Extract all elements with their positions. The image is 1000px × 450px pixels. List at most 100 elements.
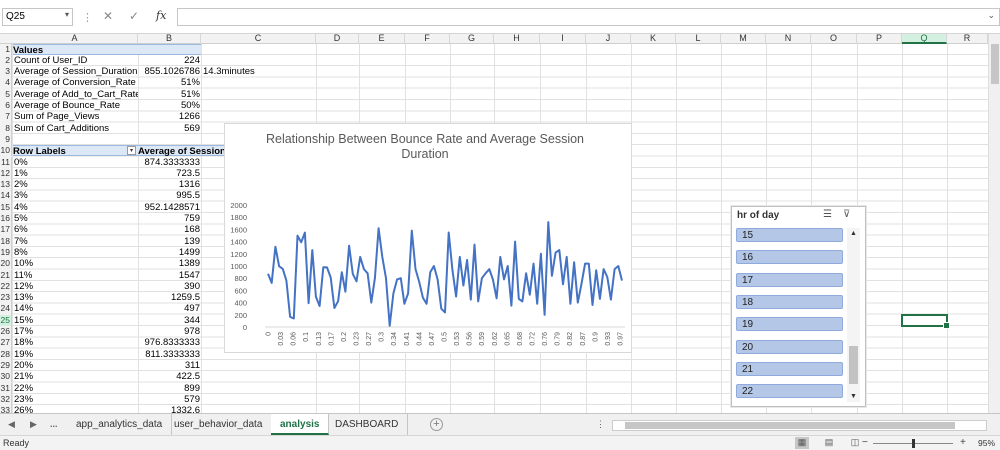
row-header-3[interactable]: 3 <box>0 66 12 78</box>
slicer-item[interactable]: 17 <box>736 272 843 287</box>
pivot-row-label[interactable]: 1% <box>14 167 28 179</box>
scroll-down-icon[interactable]: ▼ <box>850 393 857 400</box>
add-sheet-icon[interactable]: + <box>430 418 443 431</box>
row-header-26[interactable]: 26 <box>0 326 12 338</box>
row-header-23[interactable]: 23 <box>0 292 12 304</box>
pivot-row-value[interactable]: 759 <box>184 213 200 224</box>
column-header-m[interactable]: M <box>721 34 766 44</box>
row-header-24[interactable]: 24 <box>0 303 12 315</box>
name-box[interactable]: Q25 ▾ <box>2 8 73 26</box>
prev-sheet-icon[interactable]: ◀ <box>8 419 15 429</box>
pivot-row-value[interactable]: 1389 <box>178 258 200 270</box>
zoom-in-button[interactable]: + <box>960 437 966 448</box>
pivot-row-value[interactable]: 1499 <box>178 246 200 258</box>
zoom-out-button[interactable]: − <box>862 437 868 448</box>
pivot-row-label[interactable]: 6% <box>14 224 28 236</box>
column-header-b[interactable]: B <box>138 34 201 44</box>
horizontal-scrollbar[interactable] <box>612 420 987 431</box>
selected-cell[interactable] <box>901 313 950 330</box>
row-header-28[interactable]: 28 <box>0 348 12 360</box>
sheet-tab-user-behavior-data[interactable]: user_behavior_data <box>165 414 273 435</box>
values-label[interactable]: Sum of Page_Views <box>14 111 100 123</box>
vertical-scrollbar[interactable] <box>988 34 1000 413</box>
row-header-14[interactable]: 14 <box>0 190 12 202</box>
pivot-row-label[interactable]: 7% <box>14 235 28 247</box>
pivot-row-value[interactable]: 874.3333333 <box>144 156 200 168</box>
pivot-row-label[interactable]: 0% <box>14 156 28 168</box>
pivot-row-value[interactable]: 1316 <box>178 179 200 191</box>
row-header-16[interactable]: 16 <box>0 213 12 225</box>
pivot-row-label[interactable]: 10% <box>14 258 34 270</box>
slicer-scrollbar[interactable]: ▲ ▼ <box>847 228 860 402</box>
values-value[interactable]: 51% <box>180 88 200 100</box>
row-header-4[interactable]: 4 <box>0 77 12 89</box>
drag-handle-icon[interactable]: ⋮ <box>596 419 605 429</box>
multi-select-icon[interactable]: ☰ <box>823 209 832 220</box>
values-value[interactable]: 855.1026786 <box>144 66 200 78</box>
slicer-item[interactable]: 19 <box>736 317 843 332</box>
pivot-row-labels-header[interactable]: Row Labels <box>13 145 138 157</box>
enter-icon[interactable]: ✓ <box>129 9 140 23</box>
row-header-8[interactable]: 8 <box>0 122 12 134</box>
row-header-31[interactable]: 31 <box>0 382 12 394</box>
vertical-scroll-thumb[interactable] <box>991 44 999 84</box>
scroll-up-icon[interactable]: ▲ <box>850 230 857 237</box>
row-header-32[interactable]: 32 <box>0 393 12 406</box>
row-header-21[interactable]: 21 <box>0 269 12 281</box>
values-label[interactable]: Sum of Cart_Additions <box>14 122 110 134</box>
chevron-down-icon[interactable]: ▾ <box>64 10 69 19</box>
sheet-tab-app-analytics-data[interactable]: app_analytics_data <box>67 414 173 435</box>
pivot-row-label[interactable]: 3% <box>14 190 28 202</box>
column-header-r[interactable]: R <box>947 34 988 44</box>
row-labels-filter-icon[interactable]: ▾ <box>127 146 136 156</box>
pivot-row-value[interactable]: 1332.6 <box>170 405 200 413</box>
slicer-item[interactable]: 18 <box>736 294 843 309</box>
column-header-a[interactable]: A <box>12 34 138 44</box>
drag-handle-icon[interactable]: ⋮ <box>82 12 93 24</box>
pivot-row-label[interactable]: 2% <box>14 179 28 191</box>
row-header-18[interactable]: 18 <box>0 235 12 247</box>
column-header-d[interactable]: D <box>316 34 359 44</box>
normal-view-icon[interactable]: ▦ <box>795 437 809 449</box>
row-header-19[interactable]: 19 <box>0 246 12 259</box>
pivot-row-value[interactable]: 390 <box>184 280 200 292</box>
column-header-g[interactable]: G <box>450 34 494 44</box>
pivot-row-label[interactable]: 5% <box>14 213 28 224</box>
row-header-1[interactable]: 1 <box>0 43 12 55</box>
values-value[interactable]: 51% <box>180 77 200 89</box>
pivot-row-label[interactable]: 13% <box>14 292 34 304</box>
pivot-row-value[interactable]: 168 <box>184 224 200 236</box>
row-header-13[interactable]: 13 <box>0 179 12 191</box>
column-header-q[interactable]: Q <box>902 34 947 44</box>
column-header-f[interactable]: F <box>405 34 450 44</box>
clear-filter-icon[interactable]: ⊽ <box>843 209 851 220</box>
pivot-row-label[interactable]: 11% <box>14 269 33 281</box>
values-value[interactable]: 224 <box>184 54 200 66</box>
pivot-row-label[interactable]: 19% <box>14 348 34 360</box>
row-header-11[interactable]: 11 <box>0 156 12 168</box>
row-header-20[interactable]: 20 <box>0 258 12 270</box>
row-header-17[interactable]: 17 <box>0 224 12 236</box>
pivot-row-label[interactable]: 14% <box>14 303 34 315</box>
values-header[interactable]: Values <box>13 43 201 55</box>
horizontal-scroll-thumb[interactable] <box>625 422 955 429</box>
pivot-row-label[interactable]: 20% <box>14 359 34 371</box>
row-header-33[interactable]: 33 <box>0 405 12 413</box>
column-header-l[interactable]: L <box>676 34 721 44</box>
row-header-7[interactable]: 7 <box>0 111 12 123</box>
pivot-row-label[interactable]: 12% <box>14 280 34 292</box>
pivot-row-label[interactable]: 18% <box>14 337 34 349</box>
pivot-row-value[interactable]: 976.8333333 <box>144 337 200 349</box>
pivot-row-label[interactable]: 26% <box>14 405 34 413</box>
column-header-i[interactable]: I <box>540 34 586 44</box>
pivot-row-label[interactable]: 23% <box>14 393 34 405</box>
row-header-29[interactable]: 29 <box>0 359 12 372</box>
pivot-row-value[interactable]: 899 <box>184 382 200 394</box>
pivot-row-label[interactable]: 8% <box>14 246 28 258</box>
slicer-item[interactable]: 22 <box>736 384 843 399</box>
pivot-value-header[interactable]: Average of Session_Duration <box>138 145 278 157</box>
values-value[interactable]: 569 <box>184 122 200 134</box>
values-value[interactable]: 50% <box>180 100 200 111</box>
cancel-icon[interactable]: ✕ <box>103 9 114 23</box>
slicer-item[interactable]: 21 <box>736 361 843 376</box>
